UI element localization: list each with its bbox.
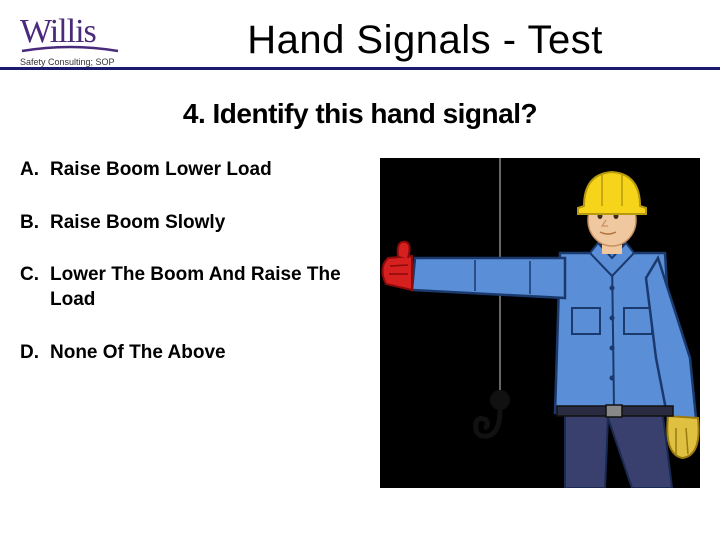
option-letter: B.	[20, 211, 50, 236]
option-text: Raise Boom Lower Load	[50, 158, 272, 183]
option-letter: D.	[20, 341, 50, 366]
signal-illustration	[380, 158, 700, 488]
logo-name: Willis	[20, 15, 120, 49]
crane-operator-icon	[380, 158, 700, 488]
option-text: Lower The Boom And Raise The Load	[50, 263, 370, 312]
option-b: B. Raise Boom Slowly	[20, 211, 370, 236]
slide-header: Willis Safety Consulting; SOP Hand Signa…	[0, 0, 720, 70]
option-d: D. None Of The Above	[20, 341, 370, 366]
logo-subtitle: Safety Consulting; SOP	[20, 57, 120, 67]
slide-title: Hand Signals - Test	[150, 18, 700, 67]
option-text: None Of The Above	[50, 341, 226, 366]
option-a: A. Raise Boom Lower Load	[20, 158, 370, 183]
logo-block: Willis Safety Consulting; SOP	[20, 15, 120, 67]
content-row: A. Raise Boom Lower Load B. Raise Boom S…	[0, 158, 720, 488]
logo-swash-icon	[20, 45, 120, 55]
option-text: Raise Boom Slowly	[50, 211, 225, 236]
options-list: A. Raise Boom Lower Load B. Raise Boom S…	[20, 158, 380, 488]
option-letter: C.	[20, 263, 50, 312]
question-text: 4. Identify this hand signal?	[0, 98, 720, 130]
option-letter: A.	[20, 158, 50, 183]
option-c: C. Lower The Boom And Raise The Load	[20, 263, 370, 312]
